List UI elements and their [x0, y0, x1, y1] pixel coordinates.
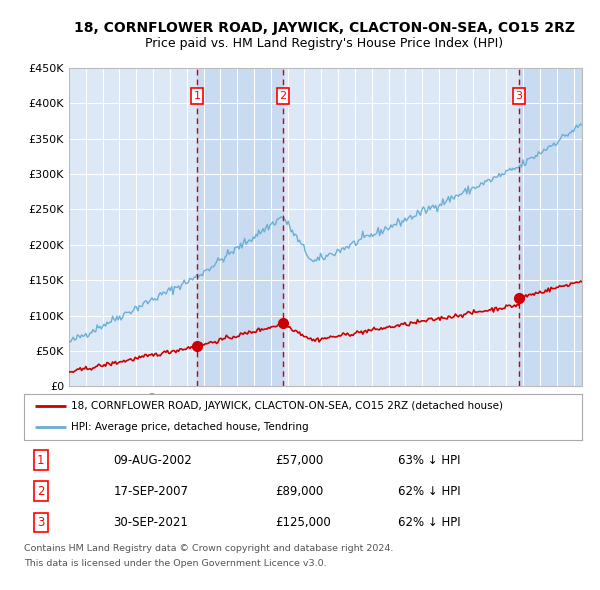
- Text: 62% ↓ HPI: 62% ↓ HPI: [398, 484, 460, 498]
- Bar: [197, 68, 283, 386]
- Text: Contains HM Land Registry data © Crown copyright and database right 2024.: Contains HM Land Registry data © Crown c…: [24, 544, 394, 553]
- Text: 17-SEP-2007: 17-SEP-2007: [113, 484, 188, 498]
- Text: 2: 2: [280, 91, 287, 101]
- Text: 18, CORNFLOWER ROAD, JAYWICK, CLACTON-ON-SEA, CO15 2RZ: 18, CORNFLOWER ROAD, JAYWICK, CLACTON-ON…: [74, 21, 575, 35]
- Text: £89,000: £89,000: [275, 484, 323, 498]
- Text: This data is licensed under the Open Government Licence v3.0.: This data is licensed under the Open Gov…: [24, 559, 326, 568]
- Bar: [519, 68, 582, 386]
- Text: 30-SEP-2021: 30-SEP-2021: [113, 516, 188, 529]
- Text: 2: 2: [37, 484, 44, 498]
- Text: HPI: Average price, detached house, Tendring: HPI: Average price, detached house, Tend…: [71, 422, 309, 432]
- Text: 63% ↓ HPI: 63% ↓ HPI: [398, 454, 460, 467]
- Text: 3: 3: [515, 91, 523, 101]
- Text: 1: 1: [193, 91, 200, 101]
- Text: £57,000: £57,000: [275, 454, 323, 467]
- Text: 1: 1: [37, 454, 44, 467]
- Text: 62% ↓ HPI: 62% ↓ HPI: [398, 516, 460, 529]
- Text: 3: 3: [37, 516, 44, 529]
- Text: Price paid vs. HM Land Registry's House Price Index (HPI): Price paid vs. HM Land Registry's House …: [145, 37, 503, 50]
- Text: 18, CORNFLOWER ROAD, JAYWICK, CLACTON-ON-SEA, CO15 2RZ (detached house): 18, CORNFLOWER ROAD, JAYWICK, CLACTON-ON…: [71, 401, 503, 411]
- Text: £125,000: £125,000: [275, 516, 331, 529]
- Text: 09-AUG-2002: 09-AUG-2002: [113, 454, 192, 467]
